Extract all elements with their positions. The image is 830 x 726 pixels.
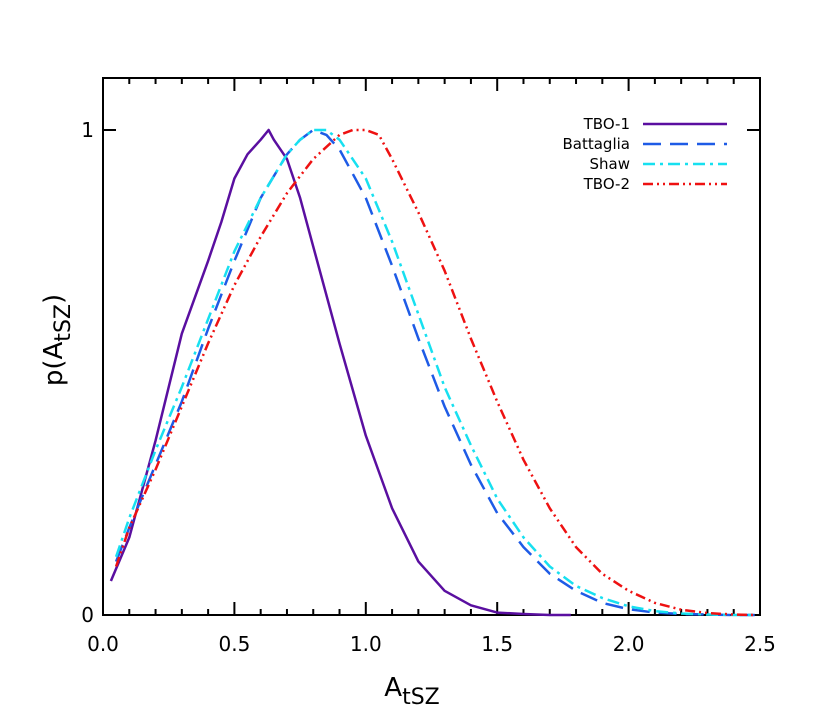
x-tick-label: 2.0 — [613, 632, 645, 656]
y-axis-label: p(AtSZ) — [39, 294, 76, 386]
y-axis-label-sub: tSZ — [51, 304, 76, 342]
series-line-tbo-1 — [109, 128, 571, 617]
y-axis-label-post: ) — [39, 294, 69, 304]
x-axis-ticks: 0.0 0.5 1.0 1.5 2.0 2.5 — [87, 78, 776, 656]
y-axis-label-pre: p(A — [39, 341, 69, 386]
legend-label-tbo-2: TBO-2 — [583, 175, 630, 193]
x-axis-label-main: A — [384, 673, 402, 703]
series-line-tbo-2 — [114, 128, 755, 617]
y-tick-label: 1 — [81, 118, 94, 142]
series-lines — [109, 128, 755, 617]
y-tick-label: 0 — [81, 603, 94, 627]
y-axis-ticks: 01 — [81, 118, 760, 627]
legend-label-battaglia: Battaglia — [563, 135, 631, 153]
legend-label-tbo-1: TBO-1 — [583, 115, 630, 133]
x-tick-label: 0.5 — [218, 632, 250, 656]
plot-frame — [102, 77, 761, 616]
legend: TBO-1 Battaglia Shaw TBO-2 — [563, 115, 727, 193]
x-tick-label: 0.0 — [87, 632, 119, 656]
x-tick-label: 2.5 — [744, 632, 776, 656]
x-tick-label: 1.0 — [350, 632, 382, 656]
series-line-battaglia — [114, 128, 755, 617]
x-axis-label: AtSZ — [384, 673, 439, 710]
x-tick-label: 1.5 — [481, 632, 513, 656]
series-line-shaw — [114, 128, 755, 617]
legend-label-shaw: Shaw — [590, 155, 631, 173]
x-axis-label-sub: tSZ — [402, 685, 440, 710]
